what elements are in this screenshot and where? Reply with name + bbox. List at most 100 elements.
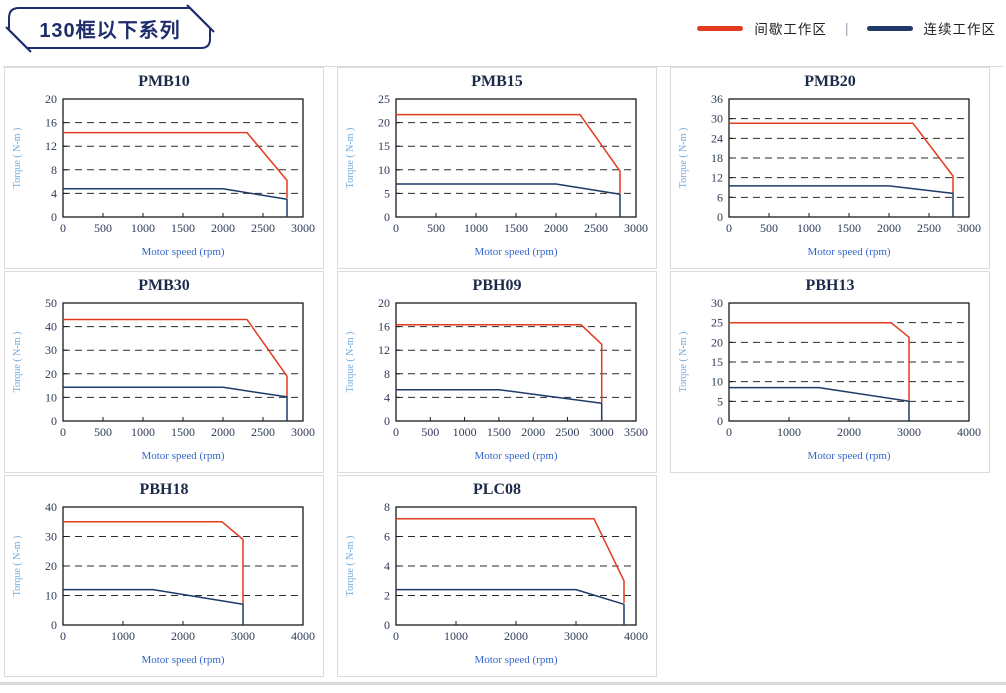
svg-text:Motor speed (rpm): Motor speed (rpm): [807, 450, 890, 462]
chart-title: PBH13: [805, 277, 855, 294]
chart-title: PBH09: [472, 277, 522, 294]
svg-text:3000: 3000: [624, 221, 648, 235]
chart-title: PMB15: [471, 73, 523, 90]
svg-text:40: 40: [45, 320, 57, 334]
svg-text:36: 36: [711, 92, 723, 106]
chart-canvas: 0 500 1000 1500 2000 2500 3000 0 5 10 15 20 25 Motor …: [345, 92, 648, 258]
legend-separator: |: [844, 20, 849, 36]
svg-text:Motor speed (rpm): Motor speed (rpm): [474, 654, 557, 666]
svg-text:2000: 2000: [544, 221, 568, 235]
svg-text:2500: 2500: [555, 425, 579, 439]
svg-text:0: 0: [51, 414, 57, 428]
svg-text:24: 24: [711, 131, 723, 145]
svg-text:0: 0: [393, 629, 399, 643]
svg-text:0: 0: [726, 221, 732, 235]
svg-text:3000: 3000: [957, 221, 981, 235]
svg-text:20: 20: [45, 367, 57, 381]
chart-panel-pmb30: PMB30 0 500 1000 1500 2000 2500 3000 0 10 20 30 40 5…: [4, 271, 324, 473]
svg-text:3000: 3000: [564, 629, 588, 643]
svg-text:1000: 1000: [464, 221, 488, 235]
svg-text:1500: 1500: [487, 425, 511, 439]
svg-text:30: 30: [711, 296, 723, 310]
chart-canvas: 0 500 1000 1500 2000 2500 3000 0 4 8 12 16 20 Motor s…: [12, 92, 315, 258]
svg-text:3000: 3000: [291, 221, 315, 235]
svg-text:12: 12: [45, 139, 57, 153]
svg-text:Torque ( N-m ): Torque ( N-m ): [345, 128, 356, 189]
svg-text:10: 10: [711, 375, 723, 389]
svg-text:0: 0: [60, 425, 66, 439]
svg-text:50: 50: [45, 296, 57, 310]
series-badge: 130框以下系列: [5, 4, 222, 53]
svg-text:15: 15: [378, 139, 390, 153]
svg-text:1000: 1000: [777, 425, 801, 439]
chart-panel-pbh09: PBH09 0 500 1000 1500 2000 2500 3000 3500 0 4 8 12 1…: [337, 271, 657, 473]
svg-text:1000: 1000: [131, 221, 155, 235]
svg-text:0: 0: [384, 618, 390, 632]
chart-canvas: 0 500 1000 1500 2000 2500 3000 0 10 20 30 40 50 Motor…: [12, 296, 315, 462]
svg-text:1500: 1500: [171, 425, 195, 439]
legend-label-continuous: 连续工作区: [923, 22, 996, 37]
svg-text:Torque ( N-m ): Torque ( N-m ): [345, 332, 356, 393]
svg-text:3500: 3500: [624, 425, 648, 439]
chart-panel-pmb10: PMB10 0 500 1000 1500 2000 2500 3000 0 4 8 12 16 20 M…: [4, 67, 324, 269]
chart-canvas: 0 500 1000 1500 2000 2500 3000 0 6 12 18 24 30 36 Moto…: [678, 92, 981, 258]
page-header: 130框以下系列 间歇工作区 | 连续工作区: [0, 0, 1006, 58]
svg-text:2500: 2500: [251, 425, 275, 439]
svg-text:25: 25: [711, 316, 723, 330]
grid-top-rule: [3, 66, 1003, 67]
svg-text:8: 8: [51, 163, 57, 177]
svg-text:Torque ( N-m ): Torque ( N-m ): [678, 128, 689, 189]
svg-text:18: 18: [711, 151, 723, 165]
svg-text:Torque ( N-m ): Torque ( N-m ): [345, 536, 356, 597]
svg-text:1000: 1000: [131, 425, 155, 439]
svg-text:1000: 1000: [111, 629, 135, 643]
svg-text:0: 0: [60, 221, 66, 235]
svg-text:500: 500: [427, 221, 445, 235]
svg-text:4000: 4000: [291, 629, 315, 643]
series-badge-label: 130框以下系列: [39, 19, 181, 42]
chart-panel-pmb15: PMB15 0 500 1000 1500 2000 2500 3000 0 5 10 15 20 25…: [337, 67, 657, 269]
svg-text:6: 6: [384, 530, 390, 544]
svg-text:1500: 1500: [837, 221, 861, 235]
svg-text:0: 0: [726, 425, 732, 439]
svg-text:1500: 1500: [171, 221, 195, 235]
svg-text:0: 0: [393, 221, 399, 235]
svg-text:1000: 1000: [797, 221, 821, 235]
svg-text:20: 20: [711, 335, 723, 349]
svg-text:12: 12: [711, 171, 723, 185]
chart-title: PMB20: [804, 73, 856, 90]
svg-text:500: 500: [760, 221, 778, 235]
chart-panel-pmb20: PMB20 0 500 1000 1500 2000 2500 3000 0 6 12 18 24 30…: [670, 67, 990, 269]
svg-text:0: 0: [717, 414, 723, 428]
svg-text:4000: 4000: [957, 425, 981, 439]
chart-title: PMB10: [138, 73, 190, 90]
svg-text:16: 16: [45, 116, 57, 130]
svg-text:16: 16: [378, 320, 390, 334]
chart-canvas: 0 1000 2000 3000 4000 0 2 4 6 8 Motor speed (rpm) T…: [345, 500, 648, 666]
svg-text:2500: 2500: [584, 221, 608, 235]
svg-text:12: 12: [378, 343, 390, 357]
chart-title: PMB30: [138, 277, 190, 294]
chart-canvas: 0 1000 2000 3000 4000 0 5 10 15 20 25 30 Motor speed…: [678, 296, 981, 462]
svg-text:0: 0: [384, 210, 390, 224]
svg-text:500: 500: [94, 221, 112, 235]
svg-text:10: 10: [45, 390, 57, 404]
svg-text:2500: 2500: [917, 221, 941, 235]
empty-grid-cell: [670, 475, 990, 677]
chart-panel-plc08: PLC08 0 1000 2000 3000 4000 0 2 4 6 8 Motor speed …: [337, 475, 657, 677]
svg-text:5: 5: [717, 394, 723, 408]
svg-text:2000: 2000: [837, 425, 861, 439]
svg-text:2000: 2000: [521, 425, 545, 439]
svg-text:8: 8: [384, 367, 390, 381]
svg-text:Motor speed (rpm): Motor speed (rpm): [474, 450, 557, 462]
svg-text:0: 0: [384, 414, 390, 428]
svg-text:Torque ( N-m ): Torque ( N-m ): [12, 536, 23, 597]
legend-line-intermittent: [697, 25, 744, 31]
svg-text:Motor speed (rpm): Motor speed (rpm): [807, 246, 890, 258]
svg-text:4: 4: [384, 390, 390, 404]
svg-text:0: 0: [393, 425, 399, 439]
svg-text:5: 5: [384, 186, 390, 200]
svg-text:2000: 2000: [504, 629, 528, 643]
svg-text:6: 6: [717, 190, 723, 204]
series-badge-frame: [5, 4, 215, 53]
